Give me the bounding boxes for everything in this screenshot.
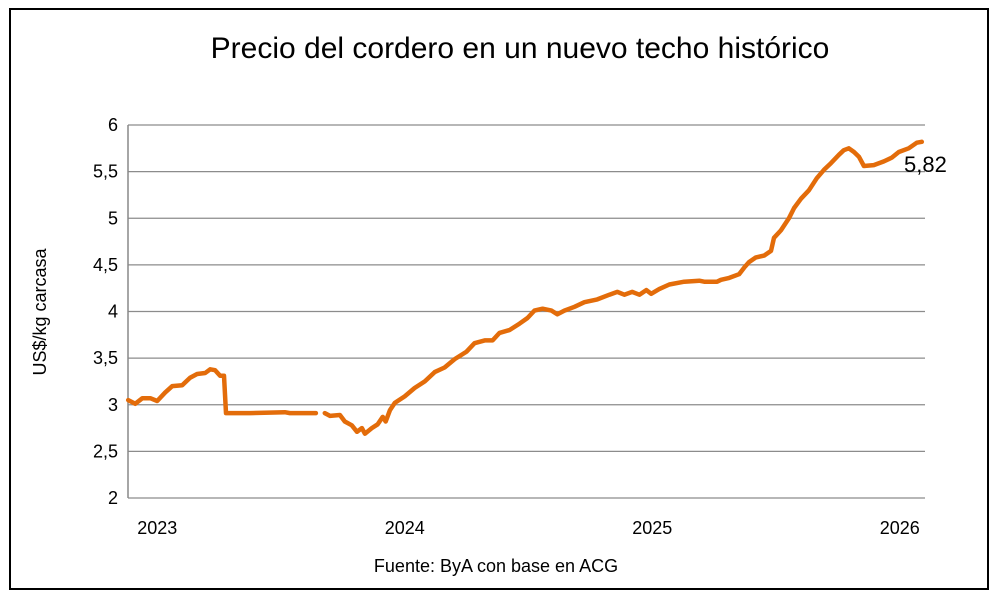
x-tick-labels: 2023 2024 2025 2026: [137, 518, 920, 538]
y-axis-label: US$/kg carcasa: [30, 247, 50, 375]
chart-border: [9, 8, 989, 590]
y-tick-label: 2,5: [93, 441, 118, 461]
x-tick-label: 2026: [880, 518, 920, 538]
x-tick-label: 2025: [632, 518, 672, 538]
y-tick-label: 3: [108, 395, 118, 415]
gridlines: [128, 124, 925, 499]
y-tick-label: 2: [108, 488, 118, 508]
source-note: Fuente: ByA con base en ACG: [374, 556, 618, 576]
x-tick-label: 2023: [137, 518, 177, 538]
x-tick-label: 2024: [385, 518, 425, 538]
series-line-segment: [322, 139, 925, 436]
y-tick-label: 4,5: [93, 255, 118, 275]
chart-title: Precio del cordero en un nuevo techo his…: [211, 32, 830, 65]
y-tick-labels: 2 2,5 3 3,5 4 4,5 5 5,5 6: [93, 115, 118, 508]
series-line-segment: [125, 367, 319, 416]
last-value-label: 5,82: [904, 152, 947, 177]
y-tick-label: 5: [108, 208, 118, 228]
y-tick-label: 6: [108, 115, 118, 135]
y-tick-label: 3,5: [93, 348, 118, 368]
y-tick-label: 4: [108, 302, 118, 322]
y-tick-label: 5,5: [93, 162, 118, 182]
series-line: [125, 139, 925, 436]
